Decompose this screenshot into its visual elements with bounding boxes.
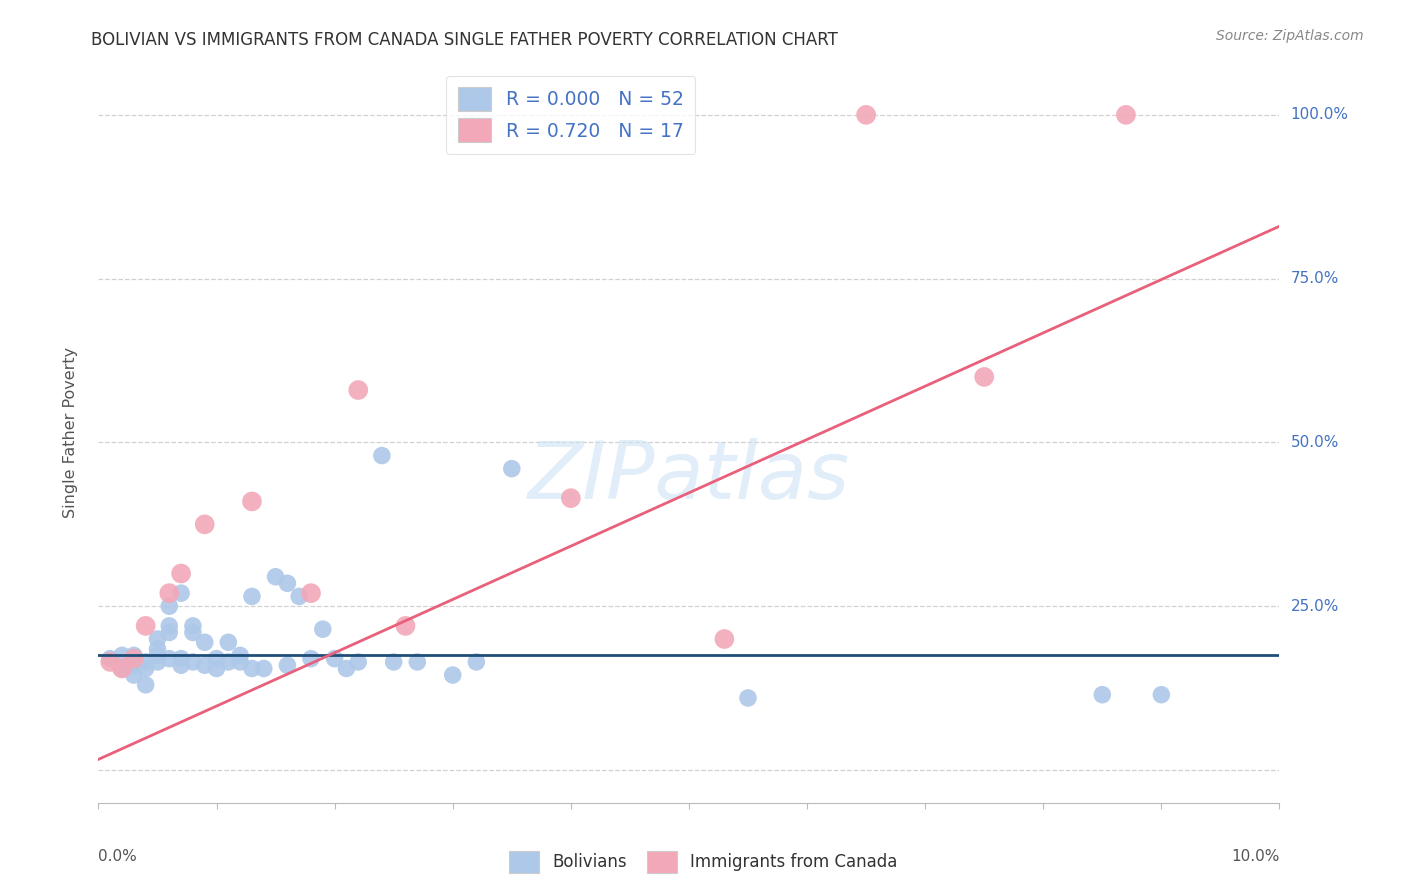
Point xyxy=(394,619,416,633)
Point xyxy=(560,491,582,505)
Text: 50.0%: 50.0% xyxy=(1291,435,1339,450)
Point xyxy=(347,655,370,669)
Point xyxy=(299,651,322,665)
Point xyxy=(170,651,193,665)
Point xyxy=(157,599,180,614)
Point xyxy=(170,658,193,673)
Point xyxy=(111,648,134,663)
Point xyxy=(111,661,134,675)
Point xyxy=(240,494,263,508)
Point xyxy=(276,576,298,591)
Point xyxy=(713,632,735,646)
Point xyxy=(205,651,228,665)
Legend: R = 0.000   N = 52, R = 0.720   N = 17: R = 0.000 N = 52, R = 0.720 N = 17 xyxy=(446,76,696,153)
Point xyxy=(122,651,145,665)
Point xyxy=(194,517,217,532)
Point xyxy=(170,586,193,600)
Point xyxy=(181,619,204,633)
Text: 25.0%: 25.0% xyxy=(1291,599,1339,614)
Point xyxy=(382,655,405,669)
Point xyxy=(299,586,322,600)
Point xyxy=(122,658,145,673)
Text: 0.0%: 0.0% xyxy=(98,848,138,863)
Y-axis label: Single Father Poverty: Single Father Poverty xyxy=(63,347,77,518)
Point xyxy=(217,635,239,649)
Text: BOLIVIAN VS IMMIGRANTS FROM CANADA SINGLE FATHER POVERTY CORRELATION CHART: BOLIVIAN VS IMMIGRANTS FROM CANADA SINGL… xyxy=(91,31,838,49)
Point xyxy=(1115,108,1137,122)
Point xyxy=(240,590,263,604)
Point xyxy=(465,655,488,669)
Text: 10.0%: 10.0% xyxy=(1232,848,1279,863)
Point xyxy=(501,461,523,475)
Point xyxy=(264,570,287,584)
Point xyxy=(205,661,228,675)
Point xyxy=(229,648,252,663)
Point xyxy=(194,658,217,673)
Point xyxy=(323,651,346,665)
Point xyxy=(181,625,204,640)
Point xyxy=(135,678,157,692)
Legend: Bolivians, Immigrants from Canada: Bolivians, Immigrants from Canada xyxy=(502,845,904,880)
Point xyxy=(135,619,157,633)
Point xyxy=(240,661,263,675)
Point xyxy=(973,370,995,384)
Point xyxy=(135,661,157,675)
Point xyxy=(335,661,357,675)
Point xyxy=(98,655,121,669)
Text: ZIPatlas: ZIPatlas xyxy=(527,438,851,516)
Point xyxy=(855,108,877,122)
Point xyxy=(170,566,193,581)
Point xyxy=(157,651,180,665)
Point xyxy=(347,383,370,397)
Point xyxy=(217,655,239,669)
Point xyxy=(135,655,157,669)
Point xyxy=(146,632,169,646)
Point xyxy=(229,655,252,669)
Point xyxy=(288,590,311,604)
Point xyxy=(1091,688,1114,702)
Point xyxy=(122,668,145,682)
Point xyxy=(1150,688,1173,702)
Point xyxy=(157,625,180,640)
Point xyxy=(737,690,759,705)
Point xyxy=(312,622,335,636)
Point xyxy=(371,449,394,463)
Point xyxy=(276,658,298,673)
Point xyxy=(122,648,145,663)
Point xyxy=(194,635,217,649)
Point xyxy=(181,655,204,669)
Text: 100.0%: 100.0% xyxy=(1291,107,1348,122)
Point xyxy=(157,586,180,600)
Point xyxy=(157,619,180,633)
Point xyxy=(441,668,464,682)
Point xyxy=(98,651,121,665)
Point xyxy=(146,648,169,663)
Point xyxy=(406,655,429,669)
Point xyxy=(111,661,134,675)
Point xyxy=(146,655,169,669)
Point xyxy=(146,641,169,656)
Point xyxy=(253,661,276,675)
Text: 75.0%: 75.0% xyxy=(1291,271,1339,286)
Text: Source: ZipAtlas.com: Source: ZipAtlas.com xyxy=(1216,29,1364,44)
